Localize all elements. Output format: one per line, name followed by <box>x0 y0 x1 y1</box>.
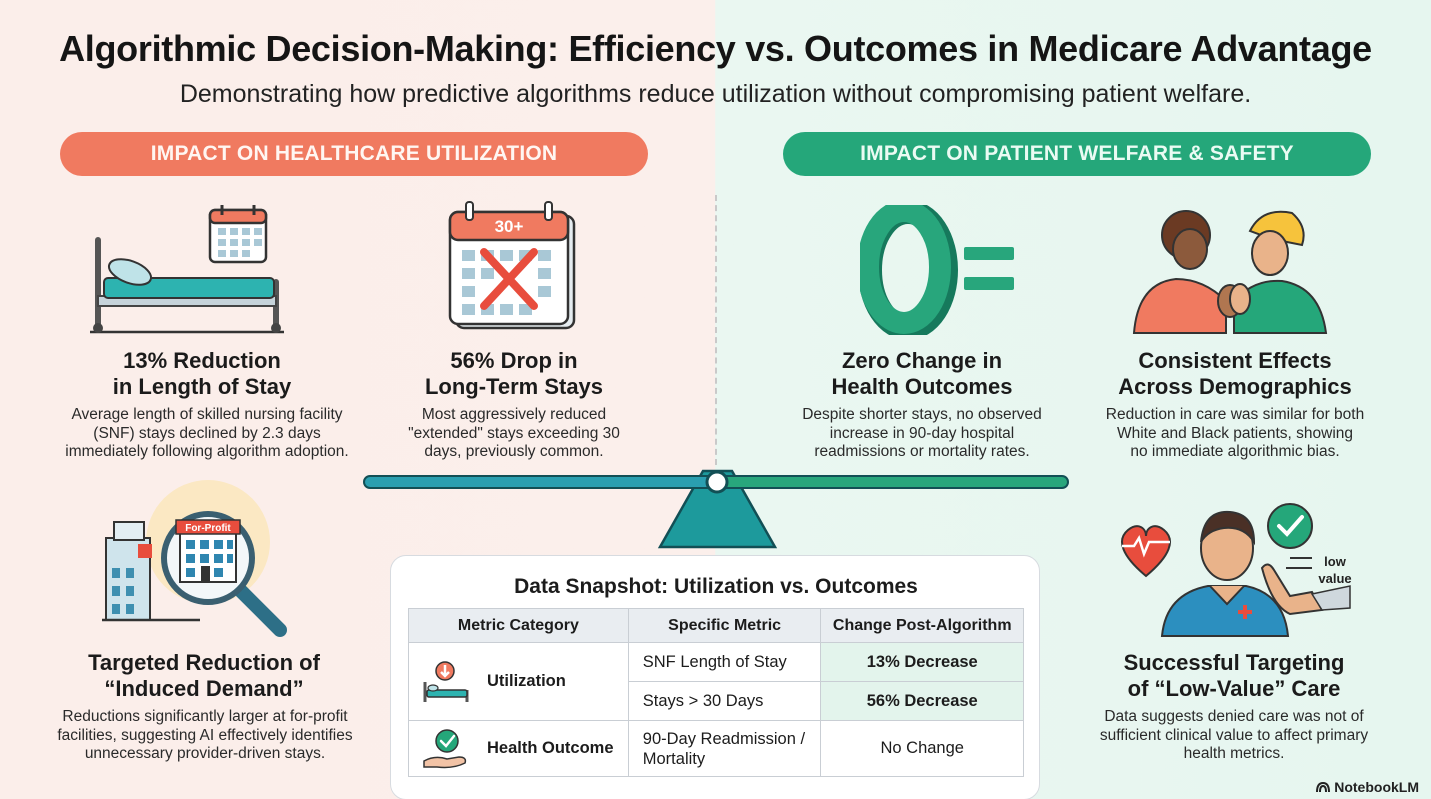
notebooklm-icon <box>1316 781 1331 793</box>
los-title-line1: 13% Reduction <box>123 348 281 373</box>
header-change: Change Post-Algorithm <box>820 608 1024 643</box>
category-health-outcome: Health Outcome <box>408 720 629 777</box>
zero-equals-icon <box>860 205 1014 335</box>
low-value-desc-line3: health metrics. <box>1183 745 1285 762</box>
table-row: Utilization SNF Length of Stay 13% Decre… <box>408 642 1024 721</box>
category-utilization-label: Utilization <box>487 672 566 690</box>
center-divider <box>715 195 717 465</box>
induced-demand-description: Reductions significantly larger at for-p… <box>30 708 380 764</box>
brand-name: NotebookLM <box>1334 779 1419 795</box>
page-title: Algorithmic Decision-Making: Efficiency … <box>59 28 1372 69</box>
long-term-description: Most aggressively reduced "extended" sta… <box>364 406 664 462</box>
low-value-desc-line2: sufficient clinical value to affect prim… <box>1099 726 1369 744</box>
section-label-welfare: IMPACT ON PATIENT WELFARE & SAFETY <box>783 132 1371 176</box>
low-value-title-line2: of “Low-Value” Care <box>1127 676 1341 701</box>
change-snf-length: 13% Decrease <box>820 642 1024 682</box>
demographics-desc-line2: White and Black patients, showing <box>1116 424 1354 442</box>
low-value-label-line1: low <box>1324 554 1347 569</box>
bed-down-arrow-icon <box>423 660 469 702</box>
section-label-utilization: IMPACT ON HEALTHCARE UTILIZATION <box>60 132 648 176</box>
los-title-line2: in Length of Stay <box>112 374 292 399</box>
page-subtitle: Demonstrating how predictive algorithms … <box>179 80 1252 108</box>
header-metric-category: Metric Category <box>408 608 629 643</box>
category-utilization: Utilization <box>408 642 629 721</box>
balance-scale-icon <box>363 469 1069 549</box>
demographics-title-line1: Consistent Effects <box>1138 348 1332 373</box>
zero-change-title-line2: Health Outcomes <box>831 374 1013 399</box>
demographics-desc-line3: no immediate algorithmic bias. <box>1130 443 1340 460</box>
metric-stays-30: Stays > 30 Days <box>628 681 822 721</box>
brand-logo: NotebookLM <box>1316 779 1419 795</box>
low-value-title: Successful Targeting of “Low-Value” Care <box>1084 650 1384 702</box>
induced-demand-title: Targeted Reduction of “Induced Demand” <box>54 650 354 702</box>
calendar-cross-icon: 30+ <box>448 201 576 330</box>
demographics-title: Consistent Effects Across Demographics <box>1085 348 1385 400</box>
table-row: Stays > 30 Days 56% Decrease <box>409 681 1024 721</box>
los-title: 13% Reduction in Length of Stay <box>52 348 352 400</box>
zero-change-title-line1: Zero Change in <box>841 348 1003 373</box>
long-term-title-line1: 56% Drop in <box>450 348 578 373</box>
hand-check-icon <box>423 728 467 768</box>
los-description: Average length of skilled nursing facili… <box>42 406 372 462</box>
snapshot-title: Data Snapshot: Utilization vs. Outcomes <box>514 575 918 598</box>
metric-readmission: 90-Day Readmission / Mortality <box>628 720 822 777</box>
people-handshake-icon <box>1132 210 1328 334</box>
zero-change-desc-line3: readmissions or mortality rates. <box>814 443 1030 460</box>
los-desc-line1: Average length of skilled nursing facili… <box>71 406 343 423</box>
table-header-row: Metric Category Specific Metric Change P… <box>408 608 1024 643</box>
zero-change-desc-line2: increase in 90-day hospital <box>829 424 1015 442</box>
change-readmission: No Change <box>880 739 964 757</box>
induced-demand-desc-line3: unnecessary provider-driven stays. <box>84 745 326 762</box>
los-desc-line2: (SNF) stays declined by 2.3 days <box>93 424 321 442</box>
hospital-bed-icon <box>90 205 284 334</box>
data-snapshot-card: Data Snapshot: Utilization vs. Outcomes … <box>390 555 1040 799</box>
induced-demand-title-line2: “Induced Demand” <box>104 676 304 701</box>
zero-change-description: Despite shorter stays, no observed incre… <box>772 406 1072 462</box>
demographics-desc-line1: Reduction in care was similar for both <box>1105 406 1365 423</box>
doctor-check-icon: low value <box>1121 503 1352 637</box>
metric-snf-length: SNF Length of Stay <box>628 642 822 682</box>
low-value-desc-line1: Data suggests denied care was not of <box>1104 708 1364 725</box>
long-term-desc-line3: days, previously common. <box>424 443 604 460</box>
for-profit-sign: For-Profit <box>185 523 231 534</box>
zero-change-desc-line1: Despite shorter stays, no observed <box>802 406 1042 423</box>
zero-change-title: Zero Change in Health Outcomes <box>772 348 1072 400</box>
low-value-label-line2: value <box>1318 571 1351 586</box>
long-term-title: 56% Drop in Long-Term Stays <box>364 348 664 400</box>
metric-readmission-line2: Mortality <box>642 749 706 768</box>
demographics-title-line2: Across Demographics <box>1118 374 1352 399</box>
induced-demand-desc-line1: Reductions significantly larger at for-p… <box>62 708 348 725</box>
metric-readmission-line1: 90-Day Readmission / <box>642 729 806 748</box>
magnifier-building-icon: For-Profit <box>102 480 287 637</box>
header-specific-metric: Specific Metric <box>628 608 822 643</box>
long-term-desc-line1: Most aggressively reduced <box>421 406 607 423</box>
low-value-title-line1: Successful Targeting <box>1123 650 1345 675</box>
induced-demand-desc-line2: facilities, suggesting AI effectively id… <box>57 726 353 744</box>
change-stays-30: 56% Decrease <box>820 681 1024 721</box>
table-row: Health Outcome 90-Day Readmission / Mort… <box>408 720 1024 777</box>
los-desc-line3: immediately following algorithm adoption… <box>65 443 349 460</box>
long-term-desc-line2: "extended" stays exceeding 30 <box>408 424 620 442</box>
category-health-outcome-label: Health Outcome <box>487 739 614 757</box>
demographics-description: Reduction in care was similar for both W… <box>1075 406 1395 462</box>
long-term-title-line2: Long-Term Stays <box>424 374 604 399</box>
low-value-description: Data suggests denied care was not of suf… <box>1074 708 1394 764</box>
calendar-30-label: 30+ <box>495 217 524 236</box>
induced-demand-title-line1: Targeted Reduction of <box>88 650 320 675</box>
snapshot-table: Metric Category Specific Metric Change P… <box>408 608 1024 777</box>
